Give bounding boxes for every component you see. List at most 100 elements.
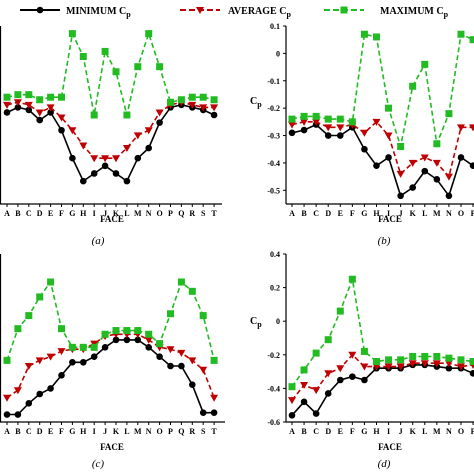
y-tick-label-4: -0.2 — [267, 351, 280, 360]
data-point-3-1 — [288, 115, 296, 123]
chart-panel-4: 0.40.20-0.2-0.4-0.6A B C D E F G H I J K L M N O PFACEC… — [250, 250, 474, 470]
data-point-2-8 — [79, 142, 88, 150]
legend-label-3: MAXIMUM Cp — [380, 6, 449, 19]
data-point-2-5 — [46, 353, 55, 361]
data-point-1-10 — [101, 162, 109, 170]
data-point-2-1 — [288, 397, 296, 405]
legend-label-2: AVERAGE Cp — [228, 6, 291, 19]
data-point-3-11 — [112, 68, 120, 76]
data-point-2-14 — [144, 127, 153, 135]
y-tick-label-1: 0.1 — [270, 22, 280, 31]
data-point-3-3 — [25, 312, 33, 320]
x-tick-label-G: G — [69, 209, 75, 218]
data-point-2-18 — [188, 101, 197, 109]
x-tick-label-H: H — [373, 427, 380, 436]
data-point-1-13 — [134, 154, 142, 162]
data-point-2-20 — [210, 104, 219, 112]
data-point-2-15 — [155, 109, 164, 117]
x-tick-label-E: E — [338, 427, 343, 436]
y-axis-label: Cp — [250, 316, 262, 329]
data-point-1-3 — [25, 400, 33, 407]
data-point-1-12 — [421, 167, 429, 175]
data-point-2-13 — [432, 360, 441, 368]
x-tick-label-K: K — [113, 209, 120, 218]
data-point-3-14 — [145, 30, 153, 38]
panel-caption: (d) — [378, 458, 391, 470]
y-tick-label-2: 0 — [276, 49, 280, 58]
x-tick-label-J: J — [103, 209, 107, 218]
x-tick-label-O: O — [156, 209, 162, 218]
data-point-3-4 — [36, 96, 44, 104]
y-tick-label-4: -0.2 — [267, 104, 280, 113]
data-point-2-11 — [408, 159, 417, 167]
data-point-2-9 — [90, 155, 99, 163]
series-1 — [288, 121, 474, 200]
data-point-1-11 — [112, 170, 120, 177]
x-axis-label: FACE — [378, 214, 402, 224]
data-point-3-6 — [348, 118, 356, 126]
data-point-1-1 — [288, 411, 296, 419]
data-point-3-2 — [300, 366, 308, 374]
data-point-1-16 — [469, 369, 474, 377]
x-tick-label-E: E — [48, 209, 53, 218]
x-axis-label: FACE — [100, 214, 124, 224]
data-point-1-6 — [349, 373, 356, 380]
data-point-1-3 — [312, 410, 320, 417]
series-line-2 — [291, 120, 474, 179]
data-point-2-14 — [444, 173, 453, 181]
data-point-2-12 — [420, 360, 429, 368]
x-tick-label-E: E — [338, 209, 343, 218]
x-tick-label-S: S — [201, 427, 206, 436]
x-tick-label-C: C — [26, 209, 32, 218]
data-point-3-12 — [421, 60, 429, 68]
data-point-1-1 — [3, 411, 11, 418]
data-point-2-13 — [133, 132, 142, 140]
x-tick-label-B: B — [301, 209, 307, 218]
data-point-2-9 — [384, 132, 393, 140]
data-point-2-3 — [312, 387, 321, 395]
data-point-3-9 — [385, 104, 393, 112]
data-point-1-15 — [457, 154, 465, 161]
data-point-2-7 — [360, 363, 369, 371]
data-point-2-13 — [432, 159, 441, 167]
x-tick-label-Q: Q — [178, 209, 184, 218]
data-point-2-6 — [348, 351, 357, 359]
data-point-2-19 — [199, 104, 208, 112]
x-tick-label-T: T — [211, 427, 217, 436]
data-point-3-10 — [101, 47, 109, 55]
data-point-1-4 — [324, 390, 332, 397]
data-point-1-14 — [445, 364, 453, 372]
x-tick-label-K: K — [410, 209, 417, 218]
x-tick-label-F: F — [350, 209, 355, 218]
data-point-3-16 — [469, 36, 474, 44]
panel-caption: (a) — [92, 235, 105, 247]
data-point-2-12 — [122, 145, 131, 153]
data-point-1-5 — [336, 376, 344, 384]
data-point-3-16 — [167, 98, 174, 106]
x-tick-label-M: M — [433, 209, 441, 218]
x-tick-label-O: O — [458, 209, 464, 218]
y-tick-label-1: 0.4 — [270, 250, 280, 259]
data-point-3-14 — [445, 354, 453, 362]
y-tick-label-5: -0.4 — [267, 384, 280, 393]
data-point-1-13 — [134, 336, 142, 344]
data-point-1-7 — [361, 145, 368, 153]
x-tick-label-I: I — [387, 427, 390, 436]
x-tick-label-A: A — [289, 427, 295, 436]
legend: MINIMUM Cp AVERAGE Cp MAXIMUM Cp — [20, 6, 449, 19]
data-point-2-10 — [396, 363, 405, 371]
data-point-2-16 — [469, 124, 474, 132]
x-tick-label-L: L — [422, 427, 427, 436]
x-tick-label-N: N — [446, 209, 452, 218]
series-3 — [288, 30, 474, 150]
data-point-2-4 — [324, 370, 333, 378]
x-tick-label-K: K — [113, 427, 120, 436]
legend-marker-2 — [196, 7, 204, 14]
x-tick-label-F: F — [350, 427, 355, 436]
data-point-3-11 — [409, 352, 417, 360]
data-point-1-8 — [80, 177, 87, 185]
data-point-2-17 — [177, 349, 186, 357]
series-1 — [3, 101, 218, 185]
x-tick-label-R: R — [189, 427, 195, 436]
data-point-2-6 — [57, 348, 66, 356]
